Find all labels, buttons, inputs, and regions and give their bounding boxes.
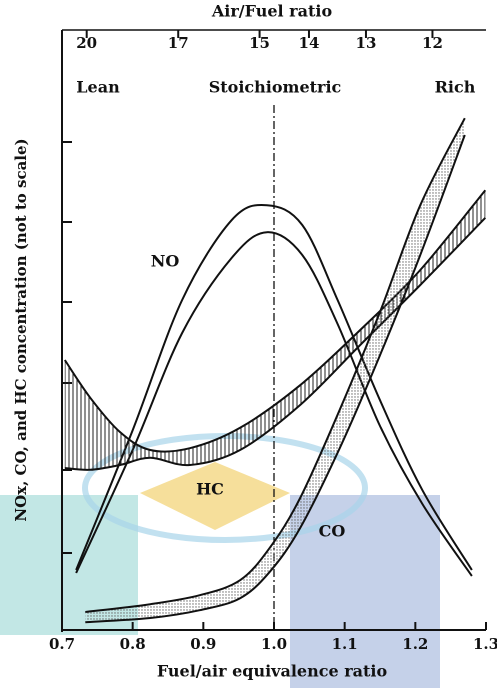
watermark-diamond <box>140 462 290 530</box>
band-lower <box>85 134 466 624</box>
x-tick-label: 1.0 <box>261 635 287 653</box>
x-axis-title: Fuel/air equivalence ratio <box>157 662 388 681</box>
band-lower <box>64 217 487 471</box>
annotation: NO <box>151 252 180 271</box>
annotation: Rich <box>435 78 476 97</box>
x2-tick-label: 20 <box>76 34 97 52</box>
x-tick-label: 1.2 <box>402 635 428 653</box>
x-tick-label: 1.3 <box>473 635 497 653</box>
x2-tick-label: 14 <box>299 34 320 52</box>
band-fill <box>64 190 486 470</box>
annotation: CO <box>319 522 346 541</box>
band-upper <box>85 117 466 613</box>
annotation: Lean <box>76 78 120 97</box>
y-ticks <box>62 141 72 554</box>
band-upper <box>75 203 473 571</box>
chart-title: Air/Fuel ratio <box>211 2 333 21</box>
watermark-block <box>290 495 440 688</box>
x2-tick-label: 13 <box>356 34 377 52</box>
x2-tick-label: 17 <box>168 34 189 52</box>
x2-tick-label: 12 <box>422 34 443 52</box>
x-tick-label: 0.8 <box>120 635 146 653</box>
annotation: Stoichiometric <box>209 78 342 97</box>
x-tick-label: 0.9 <box>190 635 216 653</box>
x2-tick-label: 15 <box>249 34 270 52</box>
band-lower <box>75 231 473 577</box>
annotation: HC <box>196 480 224 499</box>
x-tick-label: 1.1 <box>332 635 358 653</box>
y-axis-title: NOx, CO, and HC concentration (not to sc… <box>12 138 30 521</box>
x-tick-label: 0.7 <box>49 635 75 653</box>
